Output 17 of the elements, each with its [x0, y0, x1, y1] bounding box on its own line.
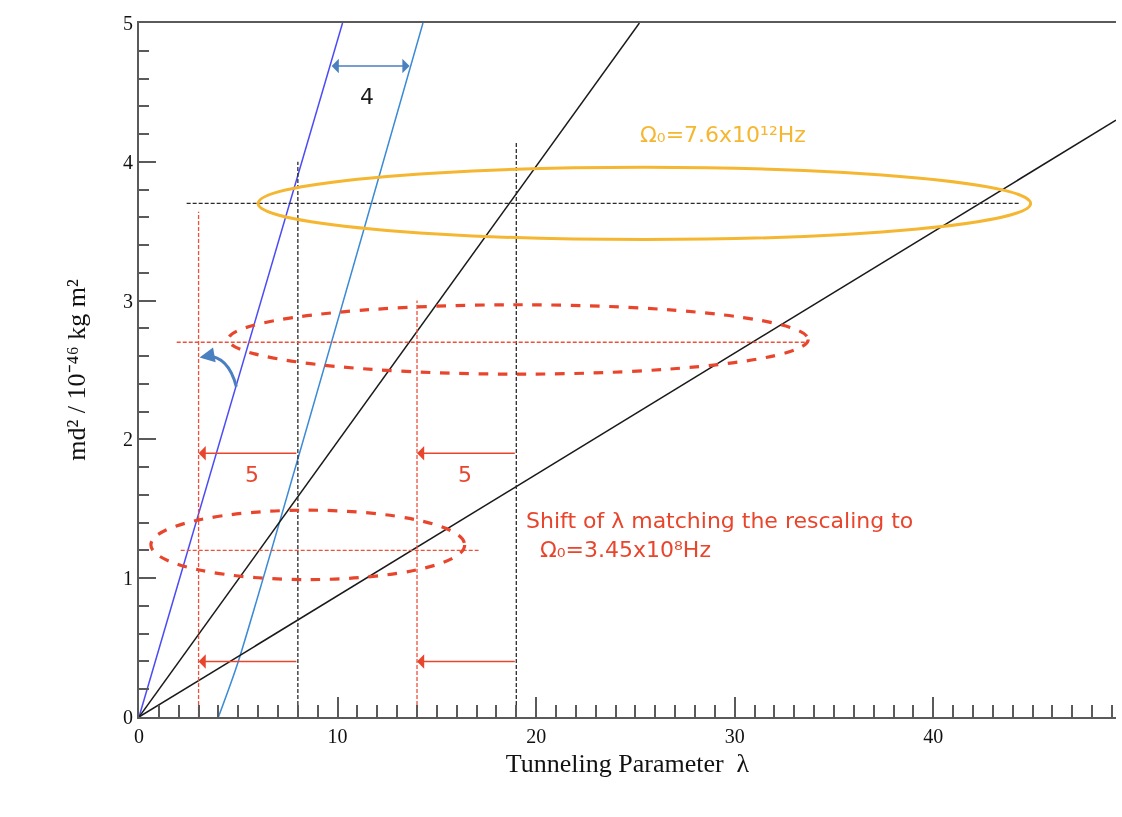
x-tick-label: 10	[327, 725, 348, 747]
y-tick-label: 2	[123, 428, 133, 451]
y-tick-label: 3	[123, 289, 133, 312]
annotation: Shift of λ matching the rescaling to Ω₀=3.45x10⁸Hz	[526, 508, 914, 562]
y-axis-title: md² / 10⁻⁴⁶ kg m²	[61, 279, 91, 461]
annotation: 4	[360, 84, 374, 109]
x-tick-label: 30	[724, 725, 745, 747]
y-tick-label: 0	[123, 706, 133, 728]
annotation: 5	[245, 462, 259, 487]
x-tick-label: 20	[526, 725, 547, 747]
x-axis-title: Tunneling Parameter λ	[505, 749, 750, 779]
y-tick-label: 4	[123, 150, 133, 173]
x-tick-label: 40	[923, 725, 944, 747]
y-tick-label: 5	[123, 12, 133, 34]
y-tick-label: 1	[123, 567, 133, 590]
annotation: Ω₀=7.6x10¹²Hz	[640, 122, 806, 147]
annotation: 5	[458, 462, 472, 487]
